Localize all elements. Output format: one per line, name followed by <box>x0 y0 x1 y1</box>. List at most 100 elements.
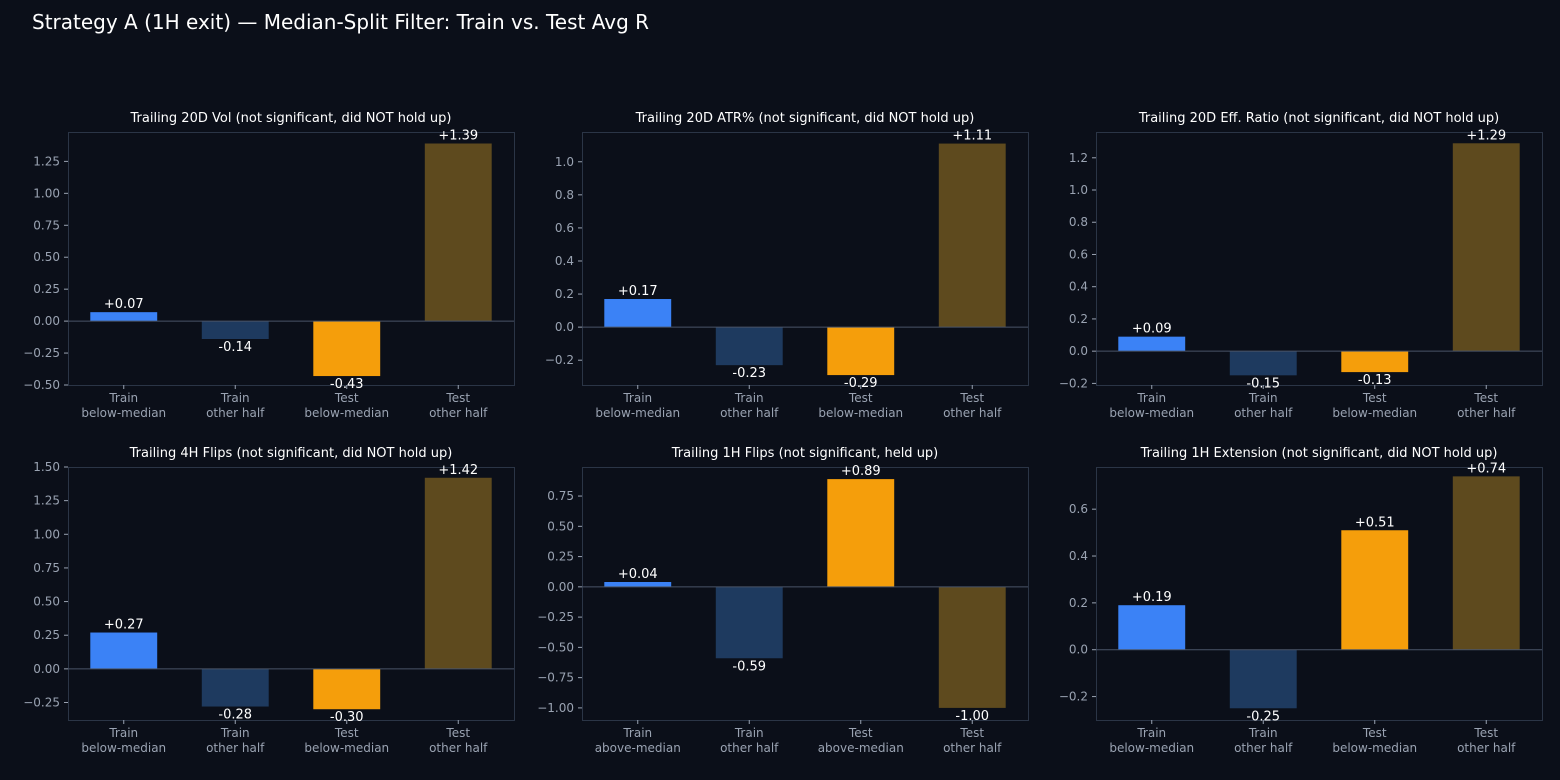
x-tick-label: Test <box>1362 726 1387 740</box>
bar <box>1452 143 1520 352</box>
y-tick-label: 0.00 <box>33 662 60 676</box>
bar <box>1118 336 1186 352</box>
x-tick-label: other half <box>206 741 265 755</box>
y-tick-label: −0.50 <box>537 640 574 654</box>
x-tick-label: Train <box>1248 726 1278 740</box>
y-tick-label: 0.6 <box>1069 247 1088 261</box>
axes-frame <box>582 467 1029 721</box>
bar-value-label: -0.23 <box>732 366 766 381</box>
bar <box>201 321 269 339</box>
bar <box>604 299 672 328</box>
y-tick-label: 1.2 <box>1069 151 1088 165</box>
y-tick-label: −0.50 <box>23 378 60 392</box>
x-tick-label: Train <box>108 726 138 740</box>
x-tick-label: other half <box>206 406 265 420</box>
axes-frame <box>1096 132 1543 386</box>
x-tick-label: Train <box>220 726 250 740</box>
bar-value-label: -0.15 <box>1246 376 1280 391</box>
x-tick-label: below-median <box>304 406 389 420</box>
y-tick-label: −0.2 <box>545 353 574 367</box>
y-tick-label: 0.4 <box>555 254 574 268</box>
chart-title: Trailing 20D Vol (not significant, did N… <box>130 111 452 126</box>
bar-value-label: -1.00 <box>955 709 989 724</box>
y-tick-label: 0.75 <box>33 218 60 232</box>
bar-value-label: -0.59 <box>732 659 766 674</box>
y-tick-label: 0.8 <box>555 188 574 202</box>
bar-value-label: +0.27 <box>104 618 144 633</box>
chart-title: Trailing 20D ATR% (not significant, did … <box>635 111 975 126</box>
x-tick-label: Train <box>1136 391 1166 405</box>
bar-value-label: -0.13 <box>1358 373 1392 388</box>
bar-value-label: +1.42 <box>438 463 478 478</box>
bar <box>715 327 783 366</box>
x-tick-label: Train <box>734 391 764 405</box>
x-tick-label: Test <box>334 726 359 740</box>
chart-title: Trailing 4H Flips (not significant, did … <box>129 446 453 461</box>
axes-frame <box>68 132 515 386</box>
bar-value-label: +1.11 <box>952 129 992 144</box>
axes-frame <box>68 467 515 721</box>
x-tick-label: below-median <box>1332 741 1417 755</box>
y-tick-label: 1.0 <box>555 155 574 169</box>
figure-title: Strategy A (1H exit) — Median-Split Filt… <box>32 10 650 34</box>
y-tick-label: 1.25 <box>33 154 60 168</box>
y-tick-label: 0.2 <box>1069 312 1088 326</box>
bar-value-label: -0.28 <box>218 708 252 723</box>
bar <box>313 668 381 710</box>
y-tick-label: 1.00 <box>33 527 60 541</box>
bar <box>424 477 492 669</box>
chart-title: Trailing 1H Extension (not significant, … <box>1140 446 1498 461</box>
axes-frame <box>1096 467 1543 721</box>
x-tick-label: below-median <box>81 741 166 755</box>
y-tick-label: −0.25 <box>23 346 60 360</box>
chart-title: Trailing 20D Eff. Ratio (not significant… <box>1138 111 1499 126</box>
y-tick-label: 0.0 <box>555 320 574 334</box>
x-tick-label: Test <box>445 391 470 405</box>
x-tick-label: Test <box>959 726 984 740</box>
y-tick-label: 0.00 <box>33 314 60 328</box>
x-tick-label: other half <box>429 741 488 755</box>
y-tick-label: −0.2 <box>1059 690 1088 704</box>
x-tick-label: Test <box>1473 391 1498 405</box>
bar <box>90 632 158 669</box>
y-tick-label: −1.00 <box>537 701 574 715</box>
x-tick-label: below-median <box>1109 406 1194 420</box>
bar-value-label: +0.07 <box>104 297 144 312</box>
x-tick-label: Test <box>959 391 984 405</box>
y-tick-label: 0.2 <box>1069 596 1088 610</box>
bar <box>313 321 381 377</box>
bar-value-label: +0.19 <box>1132 590 1172 605</box>
y-tick-label: 0.50 <box>547 519 574 533</box>
y-tick-label: 0.25 <box>33 628 60 642</box>
x-tick-label: other half <box>1457 741 1516 755</box>
x-tick-label: other half <box>720 741 779 755</box>
bar-value-label: +0.74 <box>1466 461 1506 476</box>
bar <box>1229 649 1297 709</box>
bar <box>1118 605 1186 650</box>
y-tick-label: 0.0 <box>1069 344 1088 358</box>
x-tick-label: Test <box>1473 726 1498 740</box>
bar <box>827 479 895 587</box>
x-tick-label: Train <box>622 391 652 405</box>
y-tick-label: −0.75 <box>537 671 574 685</box>
x-tick-label: other half <box>1457 406 1516 420</box>
x-tick-label: below-median <box>1332 406 1417 420</box>
bar-value-label: -0.14 <box>218 340 252 355</box>
bar-value-label: +0.04 <box>618 567 658 582</box>
x-tick-label: Train <box>1136 726 1166 740</box>
bar <box>1341 351 1409 373</box>
bar-value-label: +0.89 <box>841 464 881 479</box>
y-tick-label: 0.00 <box>547 580 574 594</box>
x-tick-label: other half <box>943 741 1002 755</box>
y-tick-label: 0.50 <box>33 595 60 609</box>
bar <box>715 586 783 659</box>
x-tick-label: Train <box>734 726 764 740</box>
bar <box>1341 530 1409 650</box>
y-tick-label: −0.25 <box>537 610 574 624</box>
y-tick-label: 1.00 <box>33 186 60 200</box>
x-tick-label: other half <box>720 406 779 420</box>
axes-frame <box>582 132 1029 386</box>
bar <box>938 143 1006 328</box>
